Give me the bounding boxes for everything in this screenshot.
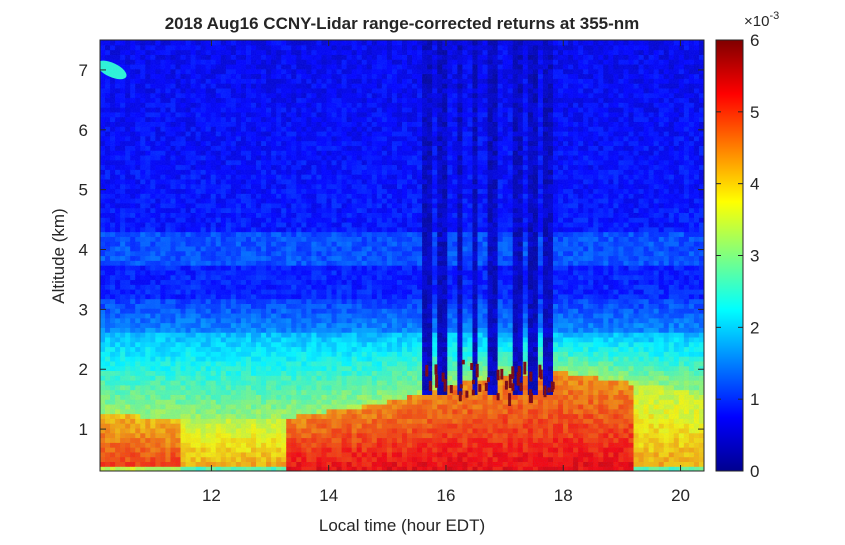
heatmap-area (100, 40, 704, 471)
chart-title: 2018 Aug16 CCNY-Lidar range-corrected re… (165, 14, 640, 33)
